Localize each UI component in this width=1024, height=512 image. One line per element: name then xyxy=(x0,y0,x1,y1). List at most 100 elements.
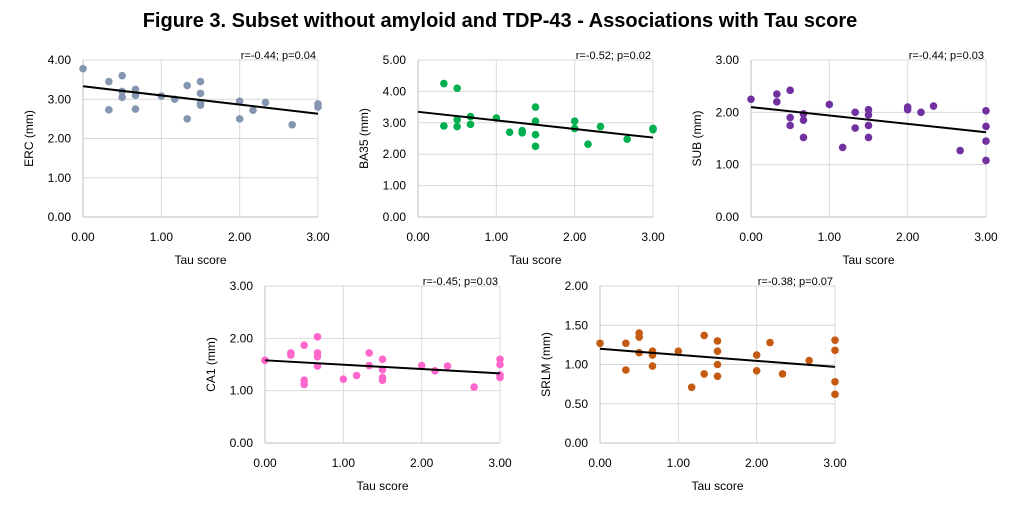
data-point xyxy=(570,117,579,126)
x-tick-label: 2.00 xyxy=(410,456,434,470)
data-point xyxy=(466,120,475,129)
data-point xyxy=(300,380,308,389)
x-tick-label: 3.00 xyxy=(488,456,512,470)
x-tick-label: 1.00 xyxy=(332,456,356,470)
data-point xyxy=(831,377,839,386)
data-point xyxy=(649,125,657,134)
data-point xyxy=(786,86,794,95)
y-tick-label: 2.00 xyxy=(383,147,407,161)
data-point xyxy=(496,360,504,369)
x-tick-label: 0.00 xyxy=(71,230,95,244)
y-tick-label: 1.00 xyxy=(383,179,407,193)
data-point xyxy=(747,95,755,104)
x-tick-label: 2.00 xyxy=(563,230,587,244)
chart-erc: 0.00 1.00 2.00 3.00 0.00 1.00 2.00 3.00 4.00 Tau … xyxy=(22,50,330,267)
data-point xyxy=(831,346,839,355)
data-point xyxy=(648,362,657,370)
data-point xyxy=(929,102,938,110)
data-point xyxy=(440,79,448,88)
y-axis-title: BA35 (mm) xyxy=(357,108,371,169)
y-tick-label: 2.00 xyxy=(48,132,72,146)
data-point xyxy=(378,355,387,364)
chart-ba35: 0.00 1.00 2.00 3.00 0.00 1.00 2.00 3.00 4.00 5.00… xyxy=(357,50,665,267)
data-point xyxy=(622,366,630,374)
data-point xyxy=(596,122,605,131)
data-point xyxy=(118,71,126,80)
x-axis-title: Tau score xyxy=(356,479,408,493)
data-point xyxy=(713,360,722,369)
data-point xyxy=(453,115,461,124)
data-point xyxy=(864,111,873,119)
correlation-annotation: r=-0.38; p=0.07 xyxy=(758,276,833,288)
x-axis-title: Tau score xyxy=(842,253,894,267)
y-tick-label: 0.00 xyxy=(383,210,407,224)
data-point xyxy=(261,98,270,107)
data-point xyxy=(838,143,847,152)
data-point xyxy=(982,122,990,131)
data-point xyxy=(300,341,308,349)
data-point xyxy=(443,362,452,370)
x-tick-label: 3.00 xyxy=(306,230,330,244)
data-point xyxy=(766,338,774,347)
y-tick-label: 1.00 xyxy=(230,384,254,398)
data-point xyxy=(982,137,990,145)
correlation-annotation: r=-0.45; p=0.03 xyxy=(423,276,498,288)
chart-ca1: 0.00 1.00 2.00 3.00 0.00 1.00 2.00 3.00 Tau scor… xyxy=(204,276,512,493)
y-tick-label: 0.00 xyxy=(716,210,740,224)
data-point xyxy=(864,133,873,142)
y-axis-title: CA1 (mm) xyxy=(204,337,218,392)
y-tick-label: 2.00 xyxy=(230,331,254,345)
data-point xyxy=(674,347,683,355)
data-point xyxy=(687,383,696,392)
y-tick-label: 3.00 xyxy=(383,116,407,130)
x-axis-title: Tau score xyxy=(174,253,226,267)
x-tick-label: 1.00 xyxy=(667,456,691,470)
y-tick-label: 1.00 xyxy=(48,171,72,185)
x-tick-label: 3.00 xyxy=(641,230,665,244)
y-tick-label: 3.00 xyxy=(716,53,740,67)
data-point xyxy=(196,89,205,98)
y-tick-label: 4.00 xyxy=(383,84,407,98)
data-point xyxy=(196,101,205,109)
data-point xyxy=(496,355,504,364)
y-tick-label: 0.00 xyxy=(565,436,589,450)
y-axis-title: ERC (mm) xyxy=(22,110,36,167)
data-point xyxy=(288,120,296,129)
data-point xyxy=(773,98,781,106)
data-point xyxy=(851,108,859,117)
y-tick-label: 0.00 xyxy=(230,436,254,450)
x-axis-title: Tau score xyxy=(509,253,561,267)
data-point xyxy=(235,97,244,106)
data-point xyxy=(825,100,834,109)
data-point xyxy=(635,333,643,341)
data-point xyxy=(956,146,964,155)
data-point xyxy=(417,361,426,370)
x-tick-label: 1.00 xyxy=(150,230,174,244)
data-point xyxy=(831,336,839,344)
data-point xyxy=(531,130,540,139)
data-point xyxy=(596,339,604,348)
data-point xyxy=(713,347,722,355)
data-point xyxy=(79,64,87,73)
data-point xyxy=(778,370,787,378)
data-point xyxy=(314,103,322,111)
x-axis-title: Tau score xyxy=(691,479,743,493)
trend-line xyxy=(599,347,836,368)
y-axis-title: SUB (mm) xyxy=(690,111,704,167)
data-point xyxy=(752,351,761,359)
x-tick-label: 3.00 xyxy=(823,456,847,470)
data-point xyxy=(786,121,794,130)
data-point xyxy=(982,156,990,165)
y-tick-label: 5.00 xyxy=(383,53,407,67)
y-tick-label: 2.00 xyxy=(716,105,740,119)
trend-line xyxy=(82,85,319,115)
data-point xyxy=(622,339,630,348)
data-point xyxy=(531,142,540,151)
data-point xyxy=(786,113,794,122)
data-point xyxy=(453,122,461,131)
x-tick-label: 3.00 xyxy=(974,230,998,244)
x-tick-label: 2.00 xyxy=(228,230,252,244)
data-point xyxy=(518,129,526,137)
data-point xyxy=(470,383,478,391)
x-tick-label: 1.00 xyxy=(818,230,842,244)
